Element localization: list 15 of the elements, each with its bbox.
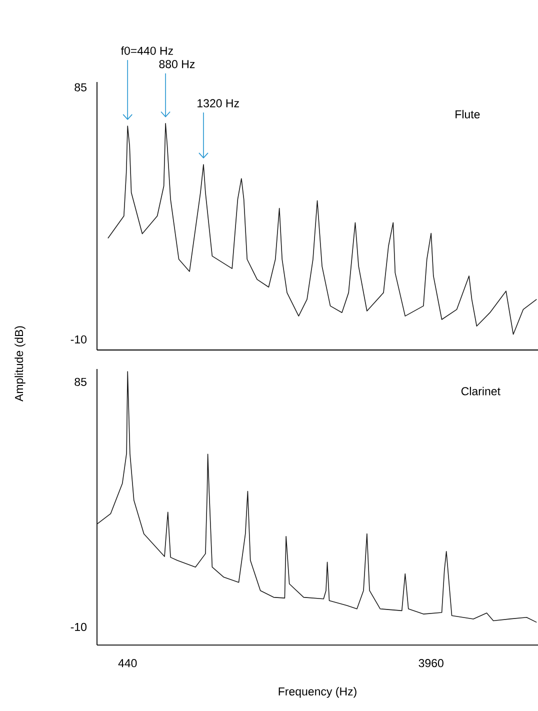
annotation: 1320 Hz [197, 99, 239, 108]
y-tick-label: -10 [70, 622, 86, 632]
x-tick-label: 440 [118, 659, 137, 668]
y-tick-label: 85 [74, 378, 86, 386]
x-axis-title: Frequency (Hz) [278, 687, 356, 698]
annotation: 880 Hz [159, 60, 194, 68]
text: Flute [455, 110, 480, 118]
line-series [96, 371, 537, 623]
line-series [107, 122, 537, 335]
annotation: f0=440 Hz [120, 46, 173, 55]
y-tick-label: 85 [74, 83, 86, 92]
y-tick-label: -10 [70, 335, 86, 344]
x-tick-label: 3960 [418, 659, 444, 668]
text: Clarinet [461, 386, 500, 396]
y-axis-title: Amplitude (dB) [14, 326, 26, 402]
